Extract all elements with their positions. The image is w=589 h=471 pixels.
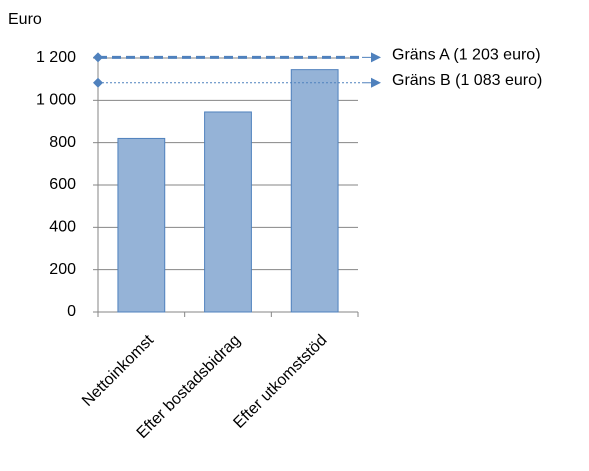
y-tick-label: 200	[49, 261, 76, 278]
bar	[117, 137, 166, 313]
reference-arrow	[371, 52, 381, 63]
y-tick-label: 400	[49, 219, 76, 236]
y-tick-label: 1 200	[36, 49, 76, 66]
reference-marker	[93, 52, 103, 63]
reference-label: Gräns A (1 203 euro)	[392, 47, 541, 64]
y-tick-label: 600	[49, 176, 76, 193]
y-tick-label: 1 000	[36, 92, 76, 109]
bar	[290, 69, 339, 313]
y-tick-label: 0	[67, 303, 76, 320]
bar	[204, 111, 252, 313]
y-axis-label: Euro	[8, 11, 42, 28]
x-tick-label: Efter utkomststöd	[230, 332, 330, 432]
reference-label: Gräns B (1 083 euro)	[392, 72, 542, 89]
y-tick-label: 800	[49, 134, 76, 151]
x-tick-label: Nettoinkomst	[79, 331, 157, 409]
reference-marker	[93, 77, 103, 88]
reference-arrow	[371, 77, 381, 88]
